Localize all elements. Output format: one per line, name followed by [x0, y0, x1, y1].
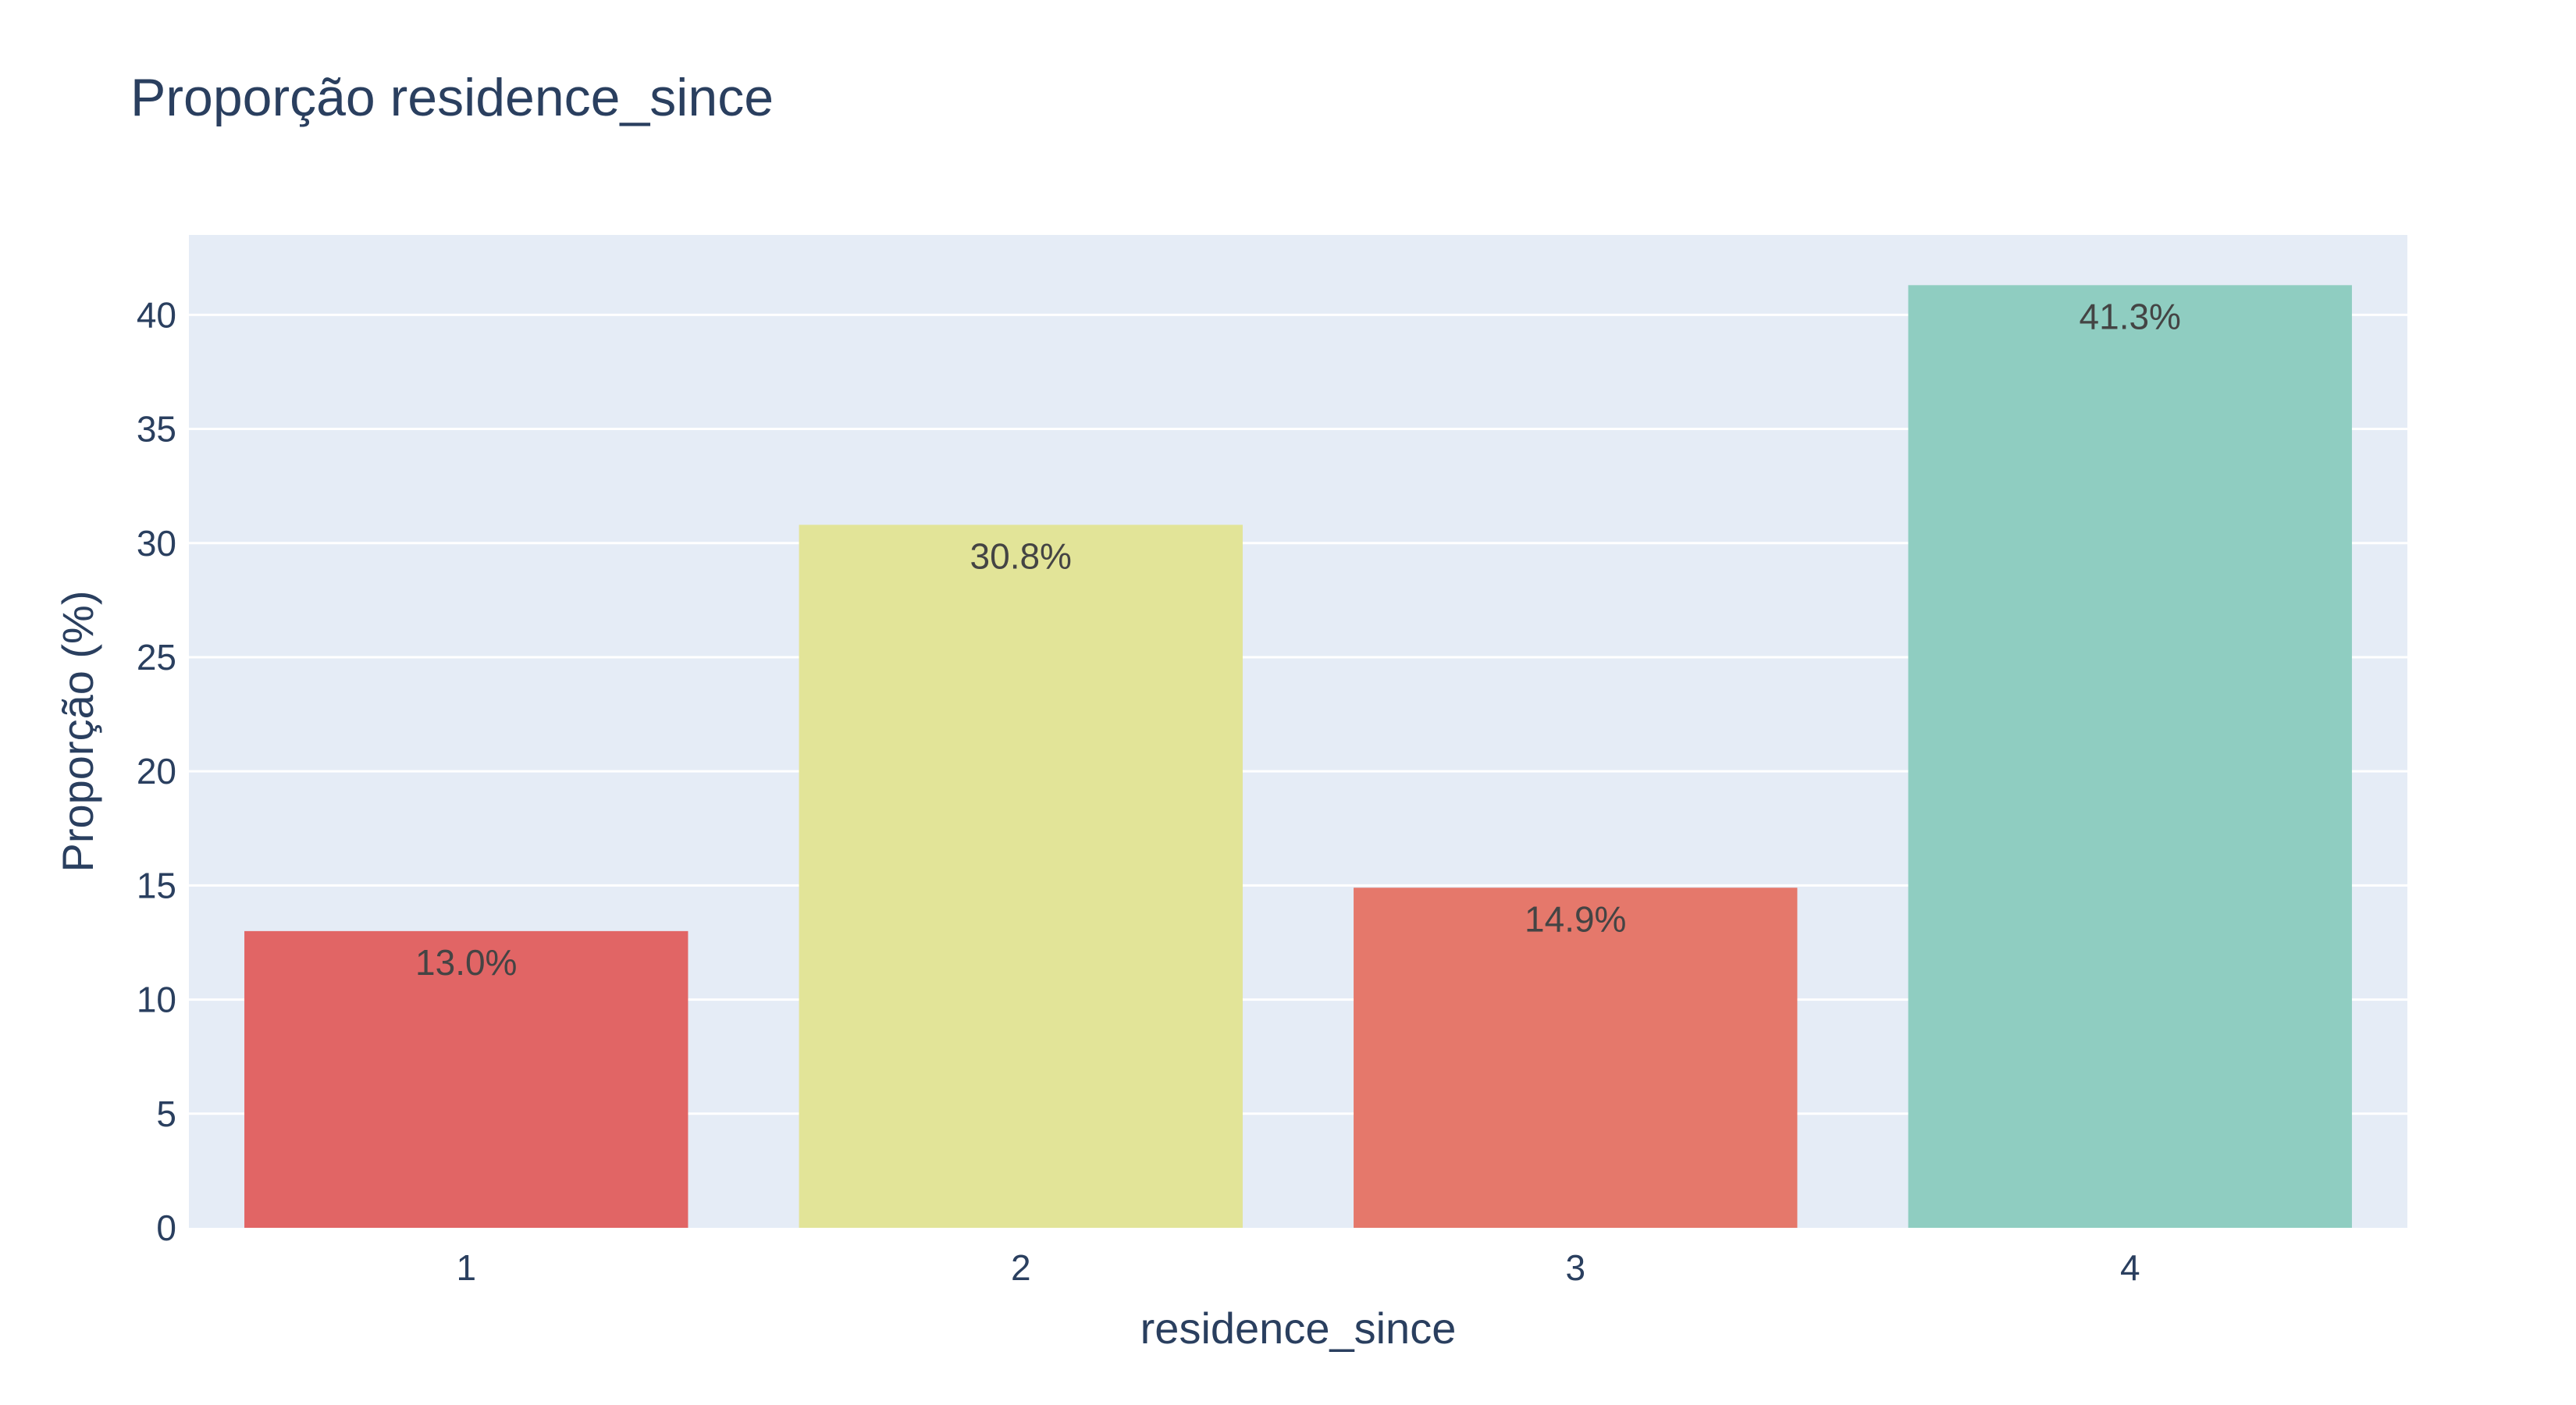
- y-axis-ticks: 0 5 10 15 20 25 30 35 40: [137, 294, 176, 1248]
- bar-value-label-4: 41.3%: [2080, 296, 2181, 336]
- x-axis-ticks: 1 2 3 4: [456, 1247, 2140, 1288]
- y-tick-label: 20: [137, 751, 176, 791]
- y-tick-label: 25: [137, 637, 176, 678]
- bar-value-label-3: 14.9%: [1525, 898, 1626, 939]
- x-tick-label-3: 3: [1565, 1247, 1585, 1288]
- x-tick-label-2: 2: [1011, 1247, 1031, 1288]
- x-axis-title: residence_since: [1140, 1304, 1457, 1353]
- y-axis-title: Proporção (%): [53, 590, 102, 872]
- bar-3: [1354, 887, 1798, 1228]
- y-tick-label: 15: [137, 865, 176, 905]
- y-tick-label: 30: [137, 523, 176, 564]
- x-tick-label-4: 4: [2120, 1247, 2140, 1288]
- x-tick-label-1: 1: [456, 1247, 476, 1288]
- bars: [244, 285, 2352, 1228]
- data-labels: 13.0% 30.8% 14.9% 41.3%: [415, 296, 2181, 983]
- y-tick-label: 0: [156, 1208, 176, 1248]
- y-tick-label: 40: [137, 294, 176, 335]
- bar-1: [244, 930, 688, 1228]
- bar-value-label-2: 30.8%: [970, 535, 1072, 576]
- bar-4: [1908, 285, 2352, 1228]
- y-tick-label: 5: [156, 1094, 176, 1134]
- y-tick-label: 35: [137, 409, 176, 450]
- y-tick-label: 10: [137, 980, 176, 1020]
- bar-value-label-1: 13.0%: [415, 942, 517, 983]
- bar-2: [799, 525, 1243, 1228]
- chart-title: Proporção residence_since: [130, 68, 774, 127]
